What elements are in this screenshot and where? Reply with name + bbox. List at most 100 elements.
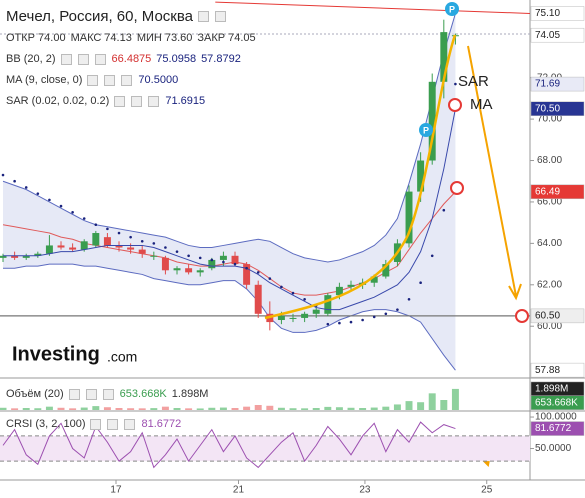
y-tick-label: 100.0000 bbox=[535, 412, 577, 423]
legend-icon[interactable] bbox=[60, 53, 72, 65]
candle-body bbox=[69, 247, 77, 250]
legend-icon[interactable] bbox=[131, 95, 143, 107]
sar-dot bbox=[280, 285, 283, 289]
candle-body bbox=[103, 237, 111, 246]
candle-body bbox=[417, 160, 425, 192]
sar-dot bbox=[384, 312, 388, 316]
candle-body bbox=[301, 313, 309, 318]
sar-dot bbox=[82, 217, 86, 220]
sar-dot bbox=[140, 239, 144, 243]
candle-body bbox=[347, 284, 355, 287]
legend-icon[interactable] bbox=[94, 53, 106, 65]
price-tag: 60.50 bbox=[535, 311, 560, 322]
sar-dot bbox=[430, 254, 434, 258]
volume-bar bbox=[219, 407, 227, 410]
volume-bar bbox=[359, 408, 367, 410]
sar-dot bbox=[187, 254, 190, 258]
volume-bar bbox=[266, 405, 274, 410]
indicator-value: 57.8792 bbox=[201, 53, 241, 65]
x-tick-label: 23 bbox=[359, 485, 371, 496]
crsi-tag-bg bbox=[530, 421, 585, 436]
volume-bar bbox=[324, 406, 332, 410]
volume-bar bbox=[347, 407, 355, 410]
legend-icon[interactable] bbox=[215, 11, 227, 22]
volume-bar bbox=[161, 406, 169, 410]
volume-bar bbox=[150, 408, 158, 410]
legend-icon[interactable] bbox=[104, 74, 116, 86]
volume-bar bbox=[312, 408, 320, 410]
sar-dot bbox=[419, 281, 422, 285]
candle-body bbox=[277, 315, 285, 321]
sar-dot bbox=[117, 231, 121, 235]
volume-title: Объём (20) bbox=[6, 388, 64, 400]
y-tick-label: 62.00 bbox=[537, 279, 562, 290]
legend-icon[interactable] bbox=[68, 388, 80, 400]
legend-row: Мечел, Россия, 60, Москва bbox=[6, 8, 227, 25]
indicator-value: 70.5000 bbox=[138, 74, 179, 86]
legend-icon[interactable] bbox=[124, 418, 136, 430]
volume-bar bbox=[370, 407, 378, 410]
candle-body bbox=[185, 268, 193, 273]
x-tick-label: 25 bbox=[481, 485, 493, 496]
ohlc-name: МАКС bbox=[70, 32, 102, 44]
price-tag: 71.69 bbox=[535, 79, 560, 90]
drawn-circle bbox=[450, 181, 464, 195]
sar-dot bbox=[338, 321, 341, 325]
logo-suffix: .com bbox=[107, 349, 137, 365]
legend-icon[interactable] bbox=[77, 53, 89, 65]
price-tag: 74.05 bbox=[535, 30, 560, 41]
indicator-value: 66.4875 bbox=[111, 53, 152, 65]
volume-bar bbox=[0, 407, 7, 410]
legend-row: MA (9, close, 0) 70.5000 bbox=[6, 74, 178, 86]
sar-dot bbox=[129, 235, 132, 239]
candle-body bbox=[57, 245, 65, 248]
candle-body bbox=[382, 264, 390, 277]
sar-dot bbox=[210, 258, 214, 262]
legend-icon[interactable] bbox=[121, 74, 133, 86]
candle-body bbox=[405, 191, 413, 244]
sar-dot bbox=[13, 179, 16, 183]
legend-icon[interactable] bbox=[107, 418, 119, 430]
volume-bar bbox=[185, 408, 193, 410]
volume-bar bbox=[103, 407, 111, 410]
legend-icon[interactable] bbox=[148, 95, 160, 107]
ohlc-value: 74.05 bbox=[228, 32, 256, 44]
indicator-name: BB (20, 2) bbox=[6, 53, 56, 65]
candle-body bbox=[115, 245, 123, 248]
legend-icon[interactable] bbox=[102, 388, 114, 400]
price-tag: 75.10 bbox=[535, 8, 560, 19]
price-tag-bg bbox=[530, 308, 585, 324]
drawn-arrow bbox=[467, 45, 522, 301]
bb-upper bbox=[2, 13, 456, 263]
indicator-value: 75.0958 bbox=[156, 53, 197, 65]
indicator-value: 71.6915 bbox=[165, 95, 206, 107]
volume-bar bbox=[57, 407, 65, 410]
trendline bbox=[215, 1, 531, 14]
legend-icon[interactable] bbox=[90, 418, 102, 430]
sar-dot bbox=[396, 308, 399, 311]
candle-body bbox=[231, 255, 239, 265]
y-tick-label: 68.00 bbox=[537, 155, 562, 166]
y-tick-label: 50.0000 bbox=[535, 443, 572, 454]
volume-bar bbox=[80, 407, 88, 410]
sar-dot bbox=[1, 173, 5, 177]
sar-dot bbox=[303, 297, 306, 301]
legend-icon[interactable] bbox=[114, 95, 126, 107]
candle-body bbox=[150, 255, 158, 257]
sar-dot bbox=[291, 291, 295, 295]
x-tick-label: 21 bbox=[233, 485, 245, 496]
bb-middle bbox=[2, 191, 456, 296]
legend-icon[interactable] bbox=[87, 74, 99, 86]
legend-icon[interactable] bbox=[198, 11, 210, 22]
ohlc-name: МИН bbox=[136, 32, 162, 44]
volume-bar bbox=[335, 407, 343, 410]
bb-area bbox=[3, 13, 456, 371]
legend-icon[interactable] bbox=[85, 388, 97, 400]
candle-body bbox=[0, 255, 7, 258]
volume-bar bbox=[22, 408, 30, 410]
volume-bar bbox=[382, 406, 390, 410]
volume-bar bbox=[138, 408, 146, 410]
volume-bar bbox=[417, 402, 425, 410]
ohlc-name: ОТКР bbox=[6, 32, 36, 44]
legend-row: ОТКР 74.00 МАКС 74.13 МИН 73.60 ЗАКР 74.05 bbox=[6, 32, 256, 44]
